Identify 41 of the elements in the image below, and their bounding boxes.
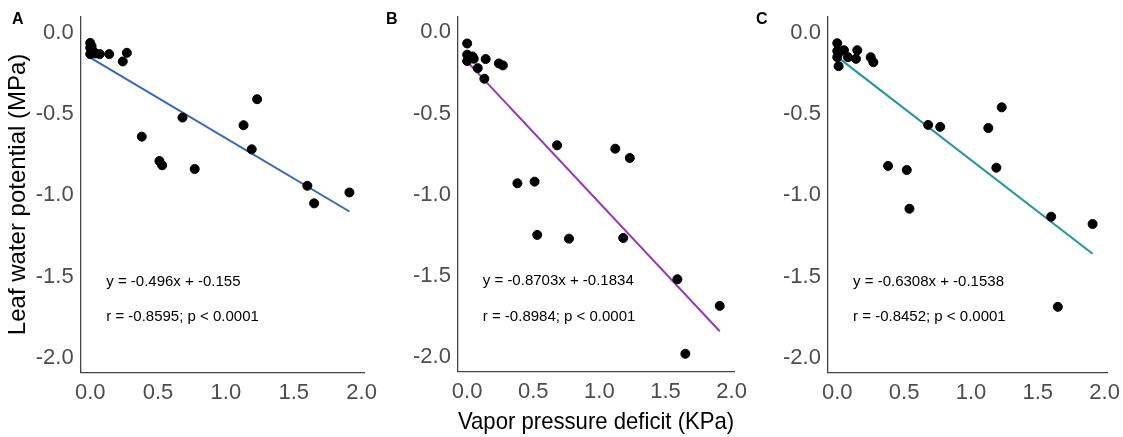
annotation: y = -0.496x + -0.155	[106, 271, 241, 289]
x-tick-label: 2.0	[716, 378, 747, 404]
x-tick-label: 2.0	[346, 378, 377, 404]
y-tick-label: -1.5	[412, 262, 451, 288]
y-tick-label: -1.0	[412, 180, 451, 206]
x-tick-label: 1.0	[955, 378, 987, 404]
y-tick-label: -1.0	[35, 181, 74, 207]
x-tick-label: 0.5	[517, 378, 549, 404]
y-tick-label: 0.0	[43, 18, 74, 44]
annotation: r = -0.8595; p < 0.0001	[106, 307, 259, 325]
annotation: r = -0.8452; p < 0.0001	[853, 307, 1006, 325]
x-axis-title: Vapor pressure deficit (KPa)	[457, 407, 735, 435]
x-tick-label: 0.0	[74, 378, 106, 404]
y-tick-label: -2.0	[412, 343, 451, 369]
y-tick-label: -2.0	[782, 344, 821, 370]
chart-title: B	[386, 10, 398, 28]
x-tick-label: 1.0	[210, 378, 242, 404]
x-tick-label: 1.5	[1022, 378, 1054, 404]
y-tick-label: -1.5	[782, 262, 821, 288]
x-tick-label: 1.5	[278, 378, 310, 404]
x-tick-label: 0.0	[451, 378, 483, 404]
x-tick-label: 0.5	[888, 378, 920, 404]
annotation: r = -0.8984; p < 0.0001	[482, 306, 636, 324]
x-tick-label: 0.0	[821, 378, 853, 404]
annotation: y = -0.6308x + -0.1538	[853, 271, 1004, 289]
y-axis-title: Leaf water potential (MPa)	[3, 53, 31, 336]
chart-title: A	[12, 10, 24, 28]
x-tick-label: 1.0	[584, 378, 615, 404]
y-tick-label: 0.0	[790, 18, 821, 44]
x-tick-label: 1.5	[650, 378, 681, 404]
annotation: y = -0.8703x + -0.1834	[482, 271, 634, 289]
x-tick-label: 2.0	[1089, 378, 1120, 404]
y-tick-label: -0.5	[782, 99, 821, 125]
y-tick-label: 0.0	[420, 18, 451, 44]
y-tick-label: -0.5	[412, 99, 451, 125]
chart-title: C	[756, 10, 768, 28]
x-tick-label: 0.5	[142, 378, 174, 404]
y-tick-label: -2.0	[35, 344, 74, 370]
y-tick-label: -0.5	[35, 99, 74, 125]
y-tick-label: -1.5	[35, 262, 74, 288]
y-tick-label: -1.0	[782, 181, 821, 207]
